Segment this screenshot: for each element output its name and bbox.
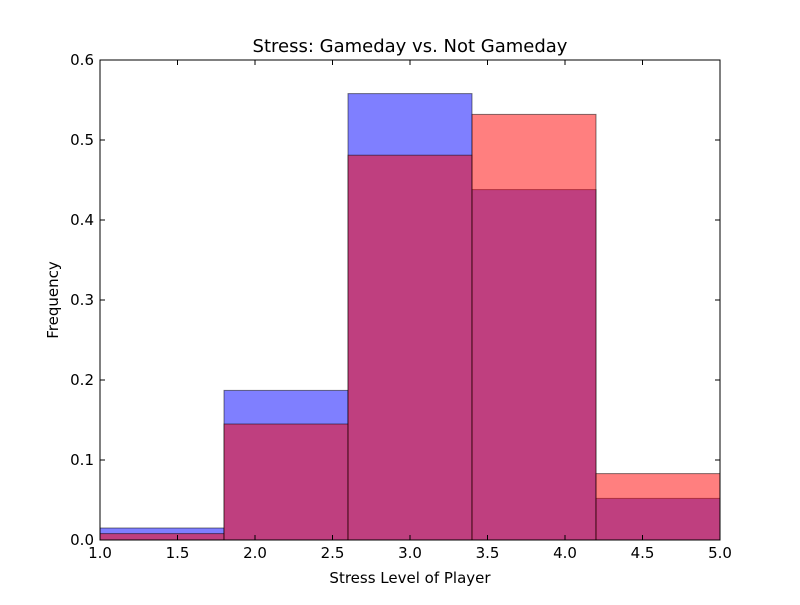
series-2-bar-1 — [99, 533, 225, 541]
y-axis-title: Frequency — [44, 261, 62, 339]
x-tick-label: 2.5 — [321, 544, 345, 562]
y-tick-label: 0.1 — [70, 451, 94, 469]
x-tick-label: 2.0 — [243, 544, 267, 562]
x-tick-label: 4.5 — [631, 544, 655, 562]
y-tick-label: 0.6 — [70, 51, 94, 69]
bars-layer — [99, 93, 721, 541]
series-2-bars — [99, 113, 721, 541]
x-tick-label: 3.0 — [398, 544, 422, 562]
y-tick-label: 0.2 — [70, 371, 94, 389]
ticks-layer: 1.0 1.5 2.0 2.5 3.0 3.5 4.0 4.5 5.0 0.0 0.1 0.2 0.3 0… — [70, 51, 732, 562]
y-tick-label: 0.4 — [70, 211, 94, 229]
x-tick-label: 5.0 — [708, 544, 732, 562]
x-axis-title: Stress Level of Player — [329, 569, 491, 587]
series-2-bar-2 — [223, 423, 349, 541]
chart-title: Stress: Gameday vs. Not Gameday — [253, 36, 568, 57]
x-tick-label: 1.5 — [166, 544, 190, 562]
series-2-bar-3 — [347, 154, 473, 541]
y-tick-label: 0.0 — [70, 531, 94, 549]
series-2-bar-5 — [595, 473, 721, 541]
x-tick-label: 1.0 — [88, 544, 112, 562]
x-tick-label: 4.0 — [553, 544, 577, 562]
series-2-bar-4 — [471, 113, 597, 541]
y-tick-label: 0.3 — [70, 291, 94, 309]
x-tick-label: 3.5 — [476, 544, 500, 562]
y-tick-label: 0.5 — [70, 131, 94, 149]
